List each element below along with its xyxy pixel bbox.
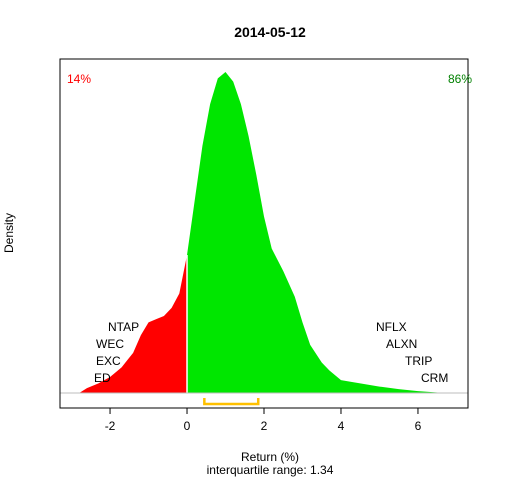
negative-density-area — [79, 254, 188, 393]
negative-percentage-label: 14% — [67, 72, 91, 86]
plot-area — [60, 72, 468, 406]
iqr-bracket — [203, 398, 260, 406]
x-axis-label: Return (%) — [241, 450, 299, 464]
x-tick-label: 6 — [415, 419, 422, 433]
chart-title: 2014-05-12 — [234, 24, 306, 40]
right-ticker-label: TRIP — [405, 354, 432, 368]
x-tick-label: -2 — [105, 419, 116, 433]
left-ticker-label: NTAP — [108, 320, 139, 334]
positive-percentage-label: 86% — [448, 72, 472, 86]
ticker-labels: NTAP WEC EXC ED NFLX ALXN TRIP CRM — [94, 320, 448, 385]
left-ticker-label: WEC — [96, 337, 124, 351]
left-ticker-label: EXC — [96, 354, 121, 368]
right-ticker-label: CRM — [421, 371, 448, 385]
y-axis-label: Density — [2, 213, 16, 253]
x-tick-label: 2 — [261, 419, 268, 433]
x-tick-label: 0 — [184, 419, 191, 433]
positive-density-area — [187, 72, 445, 393]
right-ticker-label: ALXN — [386, 337, 417, 351]
left-ticker-label: ED — [94, 371, 111, 385]
iqr-subtitle: interquartile range: 1.34 — [207, 463, 334, 477]
x-tick-label: 4 — [338, 419, 345, 433]
right-ticker-label: NFLX — [376, 320, 407, 334]
x-axis: -2 0 2 4 6 — [105, 408, 422, 433]
